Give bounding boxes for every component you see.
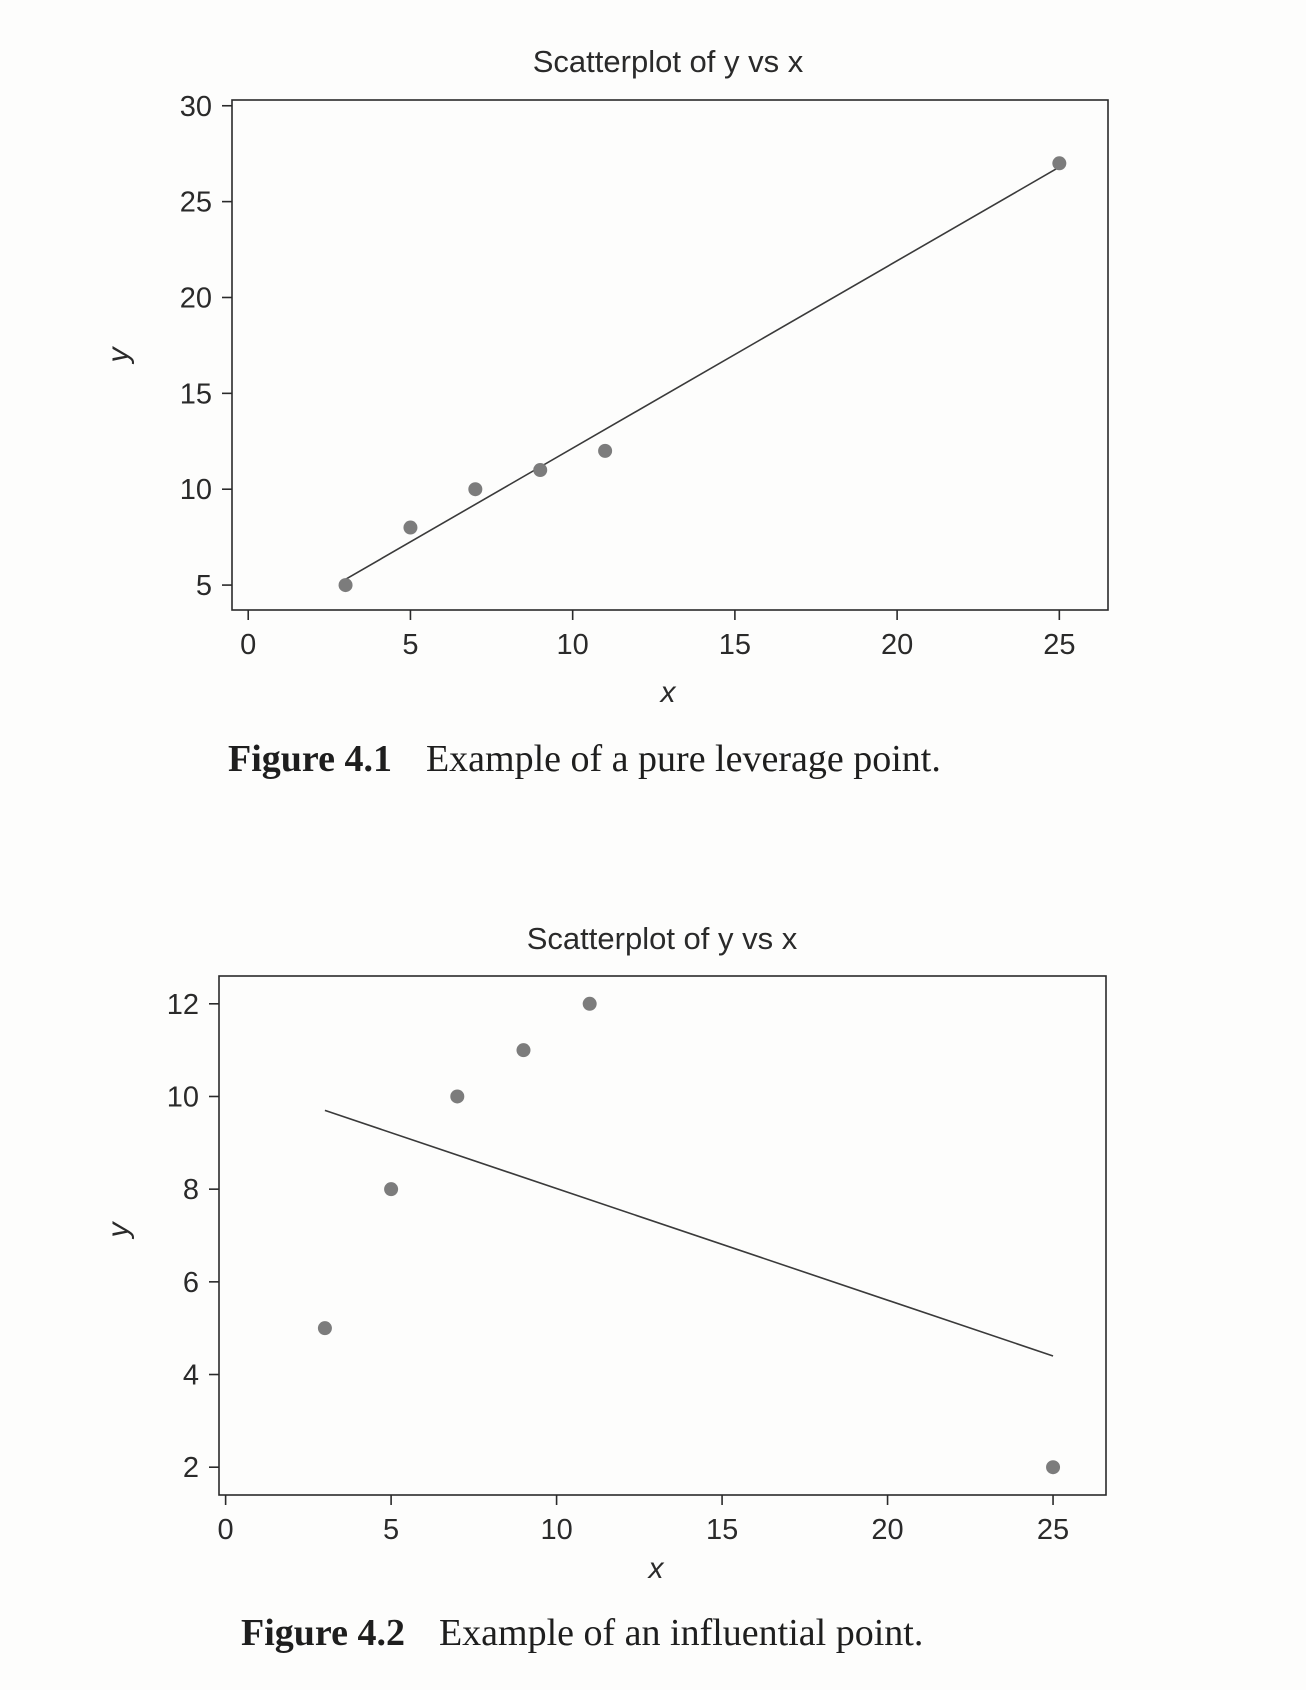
x-tick-label: 10 <box>557 629 589 661</box>
data-point <box>338 578 353 593</box>
y-tick-label: 4 <box>183 1360 199 1392</box>
x-tick-label: 5 <box>383 1514 399 1546</box>
data-point <box>582 996 597 1011</box>
figure-number: Figure 4.2 <box>241 1612 405 1654</box>
y-axis-label: y <box>102 1221 135 1240</box>
x-tick-label: 25 <box>1043 629 1075 661</box>
x-tick-label: 10 <box>540 1514 572 1546</box>
data-point <box>516 1043 531 1058</box>
scatterplot-figure-4-2: Scatterplot of y vs x 0 5 10 15 20 25 2 4 6 8 10 12 x… <box>102 921 1107 1585</box>
y-axis-label: y <box>102 346 135 365</box>
y-tick-label: 15 <box>180 378 212 410</box>
plot-frame <box>218 975 1107 1496</box>
chart-title: Scatterplot of y vs x <box>533 44 804 79</box>
x-tick-label: 0 <box>240 629 256 661</box>
figure-caption-text: Example of an influential point. <box>438 1612 924 1654</box>
y-tick-label: 8 <box>183 1174 199 1206</box>
x-tick-label: 15 <box>706 1514 738 1546</box>
fitted-line <box>345 166 1060 581</box>
data-point <box>384 1182 399 1197</box>
data-point <box>468 482 483 497</box>
data-point <box>317 1321 332 1336</box>
x-tick-label: 25 <box>1037 1514 1069 1546</box>
data-point <box>598 443 613 458</box>
figure-number: Figure 4.1 <box>228 738 392 780</box>
y-tick-label: 10 <box>167 1081 199 1113</box>
x-tick-label: 0 <box>218 1514 234 1546</box>
plot-frame <box>231 99 1109 611</box>
y-tick-label: 5 <box>196 570 212 602</box>
x-axis-label: x <box>647 1552 665 1585</box>
data-point <box>403 520 418 535</box>
data-point <box>450 1089 465 1104</box>
y-tick-label: 2 <box>183 1452 199 1484</box>
y-tick-label: 25 <box>180 187 212 219</box>
x-tick-label: 20 <box>871 1514 903 1546</box>
figure-caption-text: Example of a pure leverage point. <box>425 738 941 780</box>
y-tick-label: 30 <box>180 91 212 123</box>
x-axis-label: x <box>659 676 677 709</box>
figure-caption-4-1: Figure 4.1 Example of a pure leverage poi… <box>228 737 941 781</box>
scatterplot-figure-4-1: Scatterplot of y vs x0 5 10 15 20 25510152025… <box>102 44 1109 709</box>
x-tick-label: 5 <box>402 629 418 661</box>
fitted-line <box>324 1109 1054 1357</box>
y-tick-label: 6 <box>183 1267 199 1299</box>
y-tick-label: 20 <box>180 282 212 314</box>
figure-caption-4-2: Figure 4.2 Example of an influential poin… <box>241 1611 923 1655</box>
x-tick-label: 20 <box>881 629 913 661</box>
y-tick-label: 10 <box>180 474 212 506</box>
data-point <box>1046 1460 1061 1475</box>
chart-title: Scatterplot of y vs x <box>527 921 798 956</box>
x-tick-label: 15 <box>719 629 751 661</box>
data-point <box>533 463 548 478</box>
y-tick-label: 12 <box>167 989 199 1021</box>
data-point <box>1052 156 1067 171</box>
